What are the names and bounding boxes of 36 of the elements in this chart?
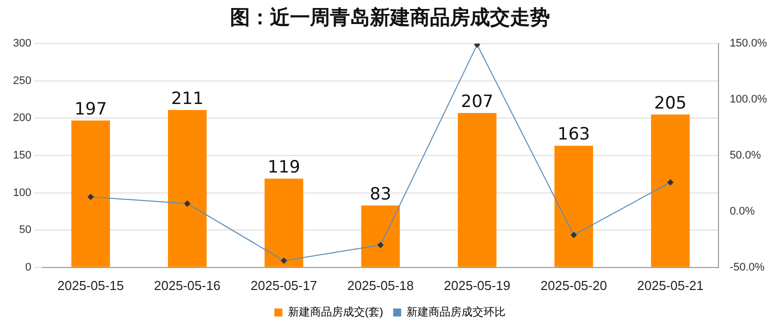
data-label: 211 (171, 88, 204, 109)
y-tick-label: 150 (12, 150, 32, 162)
x-tick-label: 2025-05-18 (347, 278, 414, 293)
bar (361, 205, 400, 267)
data-label: 163 (558, 124, 590, 145)
bar (168, 110, 207, 267)
x-tick-label: 2025-05-16 (154, 278, 221, 293)
y-tick-label: 50 (19, 224, 32, 236)
x-tick-label: 2025-05-17 (250, 278, 318, 293)
bar (554, 146, 594, 267)
data-label: 197 (74, 99, 107, 120)
y2-tick-label: -50.0% (730, 261, 765, 274)
y-tick-label: 250 (12, 74, 32, 87)
x-tick-label: 2025-05-19 (444, 278, 510, 293)
x-tick-label: 2025-05-21 (637, 278, 704, 293)
y-tick-label: 200 (12, 112, 32, 124)
y-tick-label: 300 (12, 38, 32, 50)
y-tick-label: 100 (12, 186, 32, 199)
y2-tick-label: 100.0% (730, 94, 768, 106)
data-label: 205 (654, 93, 687, 114)
x-tick-label: 2025-05-20 (540, 278, 608, 293)
bar (458, 112, 496, 267)
bar (71, 120, 110, 267)
legend-label: 新建商品房成交环比 (406, 306, 506, 319)
x-tick-label: 2025-05-15 (57, 278, 124, 293)
y2-tick-label: 150.0% (730, 38, 768, 50)
data-label: 83 (370, 184, 392, 204)
y2-tick-label: 0.0% (730, 205, 755, 218)
bar (651, 114, 690, 267)
bar (264, 178, 304, 267)
legend-label: 新建商品房成交(套) (288, 306, 384, 319)
chart-title: 图：近一周青岛新建商品房成交走势 (229, 4, 551, 31)
y-tick-label: 0 (25, 261, 32, 274)
data-label: 119 (268, 158, 300, 178)
data-label: 207 (460, 92, 494, 112)
y2-tick-label: 50.0% (730, 150, 762, 162)
